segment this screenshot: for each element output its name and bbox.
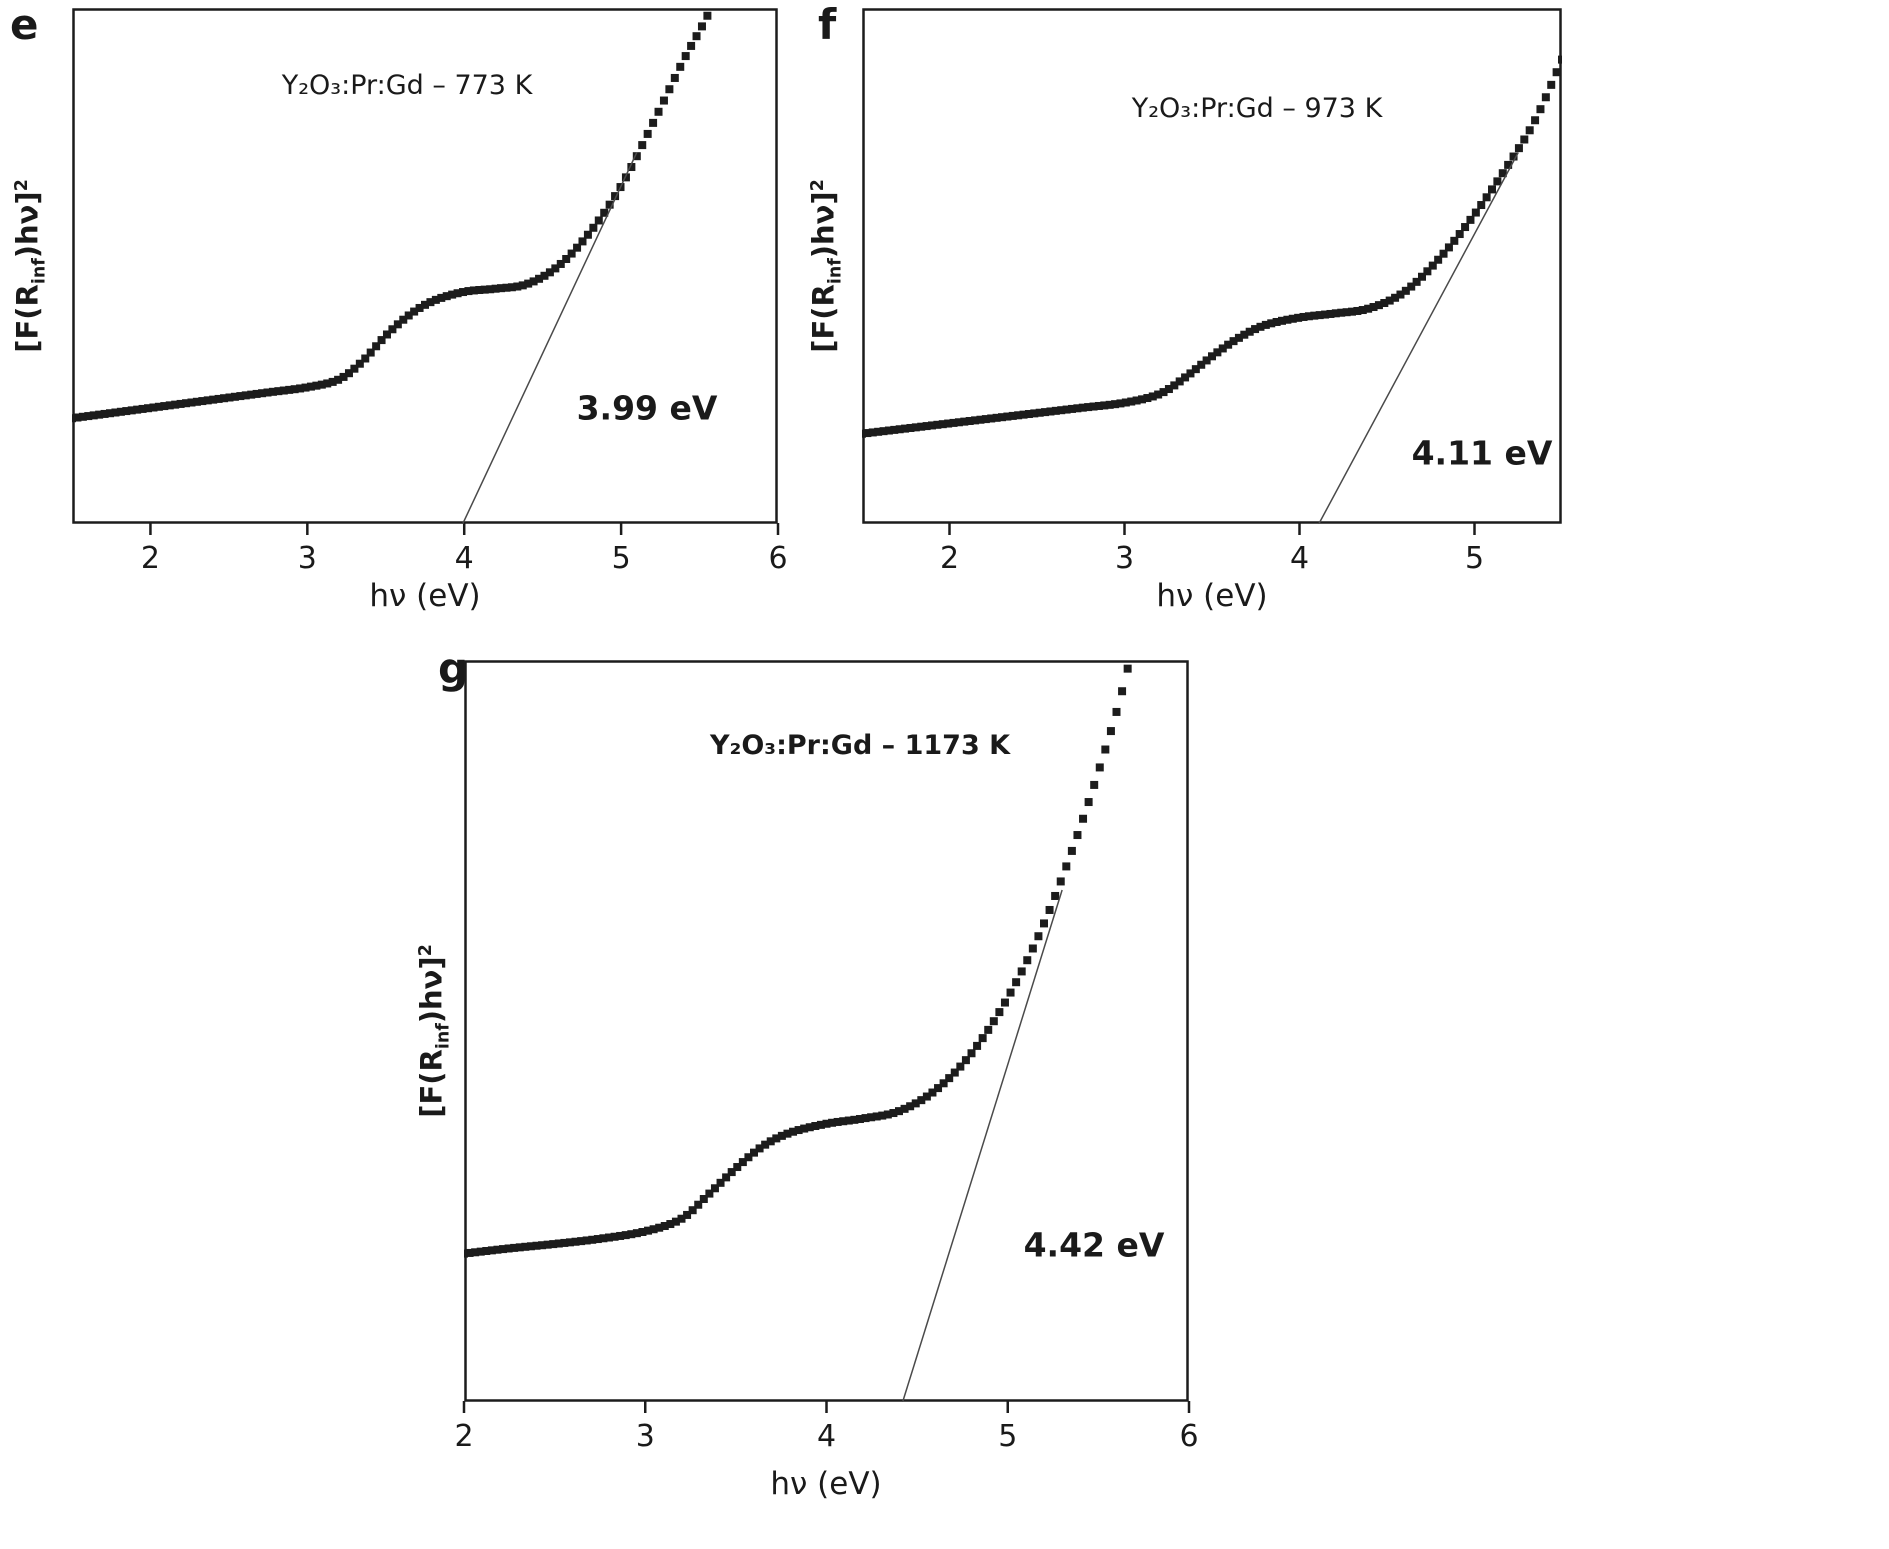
x-tick-label: 4: [455, 541, 474, 576]
plot-border: [464, 660, 1189, 1402]
plot-area-973K: 2 3 4 5 Y₂O₃:Pr:Gd – 973 K 4.11 eV hν (eV): [862, 8, 1562, 614]
tauc-plot-773K: 2 3 4 5 6: [72, 8, 788, 576]
x-axis-label: hν (eV): [770, 1466, 882, 1502]
x-axis-label: hν (eV): [1156, 578, 1268, 614]
x-tick-label: 6: [768, 541, 787, 576]
x-tick-label: 2: [454, 1419, 473, 1454]
y-label-post: )hν]: [414, 956, 449, 1024]
x-tick-label: 6: [1179, 1419, 1198, 1454]
panel-letter: g: [438, 644, 469, 693]
panel-letter: e: [10, 0, 39, 49]
panel-title: Y₂O₃:Pr:Gd – 973 K: [1131, 93, 1383, 124]
x-tick-label: 5: [612, 541, 631, 576]
tangent-line: [901, 889, 1063, 1402]
tangent-line: [461, 152, 638, 524]
x-tick-label: 2: [141, 541, 160, 576]
panel-letter: f: [818, 0, 837, 49]
y-label-sub: inf: [825, 258, 846, 285]
tauc-plot-1173K: 2 3 4 5 6: [454, 660, 1199, 1454]
band-gap-annotation: 3.99 eV: [576, 388, 718, 428]
y-label-sup: 2: [807, 179, 828, 192]
panel-title: Y₂O₃:Pr:Gd – 773 K: [281, 70, 533, 101]
y-label-pre: [F(R: [414, 1049, 449, 1118]
y-axis-label: [F(Rinf)hν]2: [807, 179, 846, 353]
y-label-sub: inf: [433, 1023, 454, 1050]
x-tick-label: 5: [1465, 541, 1484, 576]
x-tick-label: 3: [636, 1419, 655, 1454]
x-tick-label: 2: [940, 541, 959, 576]
data-points: [862, 55, 1562, 438]
tauc-plot-973K: 2 3 4 5: [862, 8, 1562, 576]
y-label-sub: inf: [29, 258, 50, 285]
x-tick-label: 3: [298, 541, 317, 576]
y-label-pre: [F(R: [10, 284, 45, 353]
y-label-sup: 2: [11, 179, 32, 192]
x-tick-label: 4: [817, 1419, 836, 1454]
band-gap-annotation: 4.11 eV: [1411, 433, 1553, 473]
x-tick-label: 4: [1290, 541, 1309, 576]
y-label-post: )hν]: [806, 191, 841, 259]
plot-border: [72, 8, 778, 524]
y-label-post: )hν]: [10, 191, 45, 259]
y-axis-label: [F(Rinf)hν]2: [11, 179, 50, 353]
tangent-line: [1318, 152, 1519, 524]
x-tick-label: 5: [998, 1419, 1017, 1454]
y-label-pre: [F(R: [806, 284, 841, 353]
band-gap-annotation: 4.42 eV: [1023, 1225, 1165, 1265]
plot-area-1173K: 2 3 4 5 6 Y₂O₃:Pr:Gd – 1173 K 4.42 eV hν (eV…: [454, 660, 1199, 1502]
x-axis-label: hν (eV): [369, 578, 481, 614]
plot-border: [862, 8, 1562, 524]
y-label-sup: 2: [415, 944, 436, 957]
panel-title: Y₂O₃:Pr:Gd – 1173 K: [709, 730, 1011, 761]
plot-area-773K: 2 3 4 5 6 Y₂O₃:Pr:Gd – 773 K 3.99 eV hν (eV): [72, 8, 788, 614]
data-points: [72, 11, 712, 423]
y-axis-label: [F(Rinf)hν]2: [415, 944, 454, 1118]
x-tick-label: 3: [1115, 541, 1134, 576]
data-points: [464, 664, 1132, 1258]
